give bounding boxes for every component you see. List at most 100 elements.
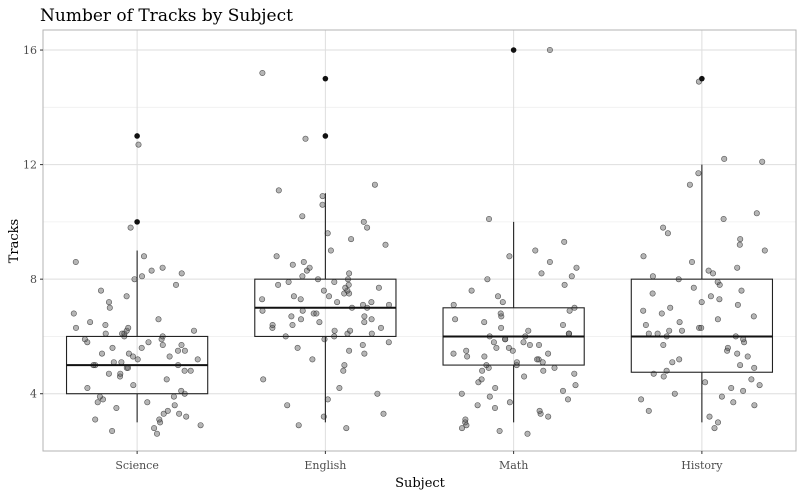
data-point <box>148 267 155 274</box>
data-point <box>493 344 500 351</box>
data-point <box>468 287 475 294</box>
data-point <box>73 324 80 331</box>
data-point <box>382 241 389 248</box>
data-point <box>688 258 695 265</box>
data-point <box>170 393 177 400</box>
data-point <box>98 287 105 294</box>
data-point <box>183 413 190 420</box>
data-point <box>319 193 326 200</box>
data-point <box>275 281 282 288</box>
data-point <box>309 356 316 363</box>
data-point <box>464 353 471 360</box>
data-point <box>99 350 106 357</box>
y-tick-label: 16 <box>23 44 37 57</box>
data-point <box>559 321 566 328</box>
x-tick-label: Math <box>499 459 528 472</box>
data-point <box>359 301 366 308</box>
data-point <box>275 187 282 194</box>
data-point <box>321 336 328 343</box>
data-point <box>571 370 578 377</box>
box-iqr <box>630 278 774 373</box>
data-point <box>730 399 737 406</box>
outlier-point <box>134 219 140 225</box>
data-point <box>284 402 291 409</box>
data-point <box>645 407 652 414</box>
data-point <box>720 216 727 223</box>
data-point <box>458 390 465 397</box>
data-point <box>734 264 741 271</box>
data-point <box>513 359 520 366</box>
data-point <box>154 430 161 437</box>
data-point <box>551 364 558 371</box>
data-point <box>191 327 198 334</box>
data-point <box>130 353 137 360</box>
data-point <box>164 407 171 414</box>
data-point <box>336 384 343 391</box>
data-point <box>331 327 338 334</box>
data-point <box>695 170 702 177</box>
data-point <box>751 402 758 409</box>
data-point <box>117 370 124 377</box>
data-point <box>761 247 768 254</box>
data-point <box>178 387 185 394</box>
data-point <box>690 284 697 291</box>
data-point <box>125 324 132 331</box>
data-point <box>737 362 744 369</box>
data-point <box>135 141 142 148</box>
data-point <box>660 373 667 380</box>
data-point <box>385 301 392 308</box>
x-tick-label: Science <box>115 459 158 472</box>
data-point <box>81 336 88 343</box>
data-point <box>738 287 745 294</box>
data-point <box>109 344 116 351</box>
data-point <box>664 230 671 237</box>
data-point <box>450 350 457 357</box>
data-point <box>452 316 459 323</box>
data-point <box>145 339 152 346</box>
data-point <box>505 344 512 351</box>
data-point <box>669 359 676 366</box>
data-point <box>364 224 371 231</box>
data-point <box>327 247 334 254</box>
data-point <box>375 284 382 291</box>
data-point <box>526 341 533 348</box>
data-point <box>368 299 375 306</box>
data-point <box>698 299 705 306</box>
data-point <box>478 376 485 383</box>
data-point <box>751 364 758 371</box>
data-point <box>564 396 571 403</box>
data-point <box>156 416 163 423</box>
data-point <box>702 379 709 386</box>
y-tick-label: 12 <box>23 159 37 172</box>
data-point <box>197 422 204 429</box>
x-tick-label: English <box>304 459 346 472</box>
data-point <box>160 410 167 417</box>
data-point <box>259 70 266 77</box>
data-point <box>138 344 145 351</box>
data-point <box>728 384 735 391</box>
data-point <box>178 341 185 348</box>
data-point <box>87 319 94 326</box>
data-point <box>72 258 79 265</box>
data-point <box>102 321 109 328</box>
outlier-point <box>134 133 140 139</box>
data-point <box>638 396 645 403</box>
data-point <box>734 301 741 308</box>
data-point <box>273 253 280 260</box>
data-point <box>496 427 503 434</box>
data-point <box>506 399 513 406</box>
data-point <box>524 430 531 437</box>
data-point <box>759 158 766 165</box>
data-point <box>368 330 375 337</box>
data-point <box>696 324 703 331</box>
x-tick-label: History <box>681 459 723 472</box>
data-point <box>159 264 166 271</box>
data-point <box>490 339 497 346</box>
data-point <box>294 344 301 351</box>
data-point <box>141 253 148 260</box>
data-point <box>151 425 158 432</box>
data-point <box>649 273 656 280</box>
data-point <box>676 319 683 326</box>
data-point <box>123 293 130 300</box>
data-point <box>297 316 304 323</box>
